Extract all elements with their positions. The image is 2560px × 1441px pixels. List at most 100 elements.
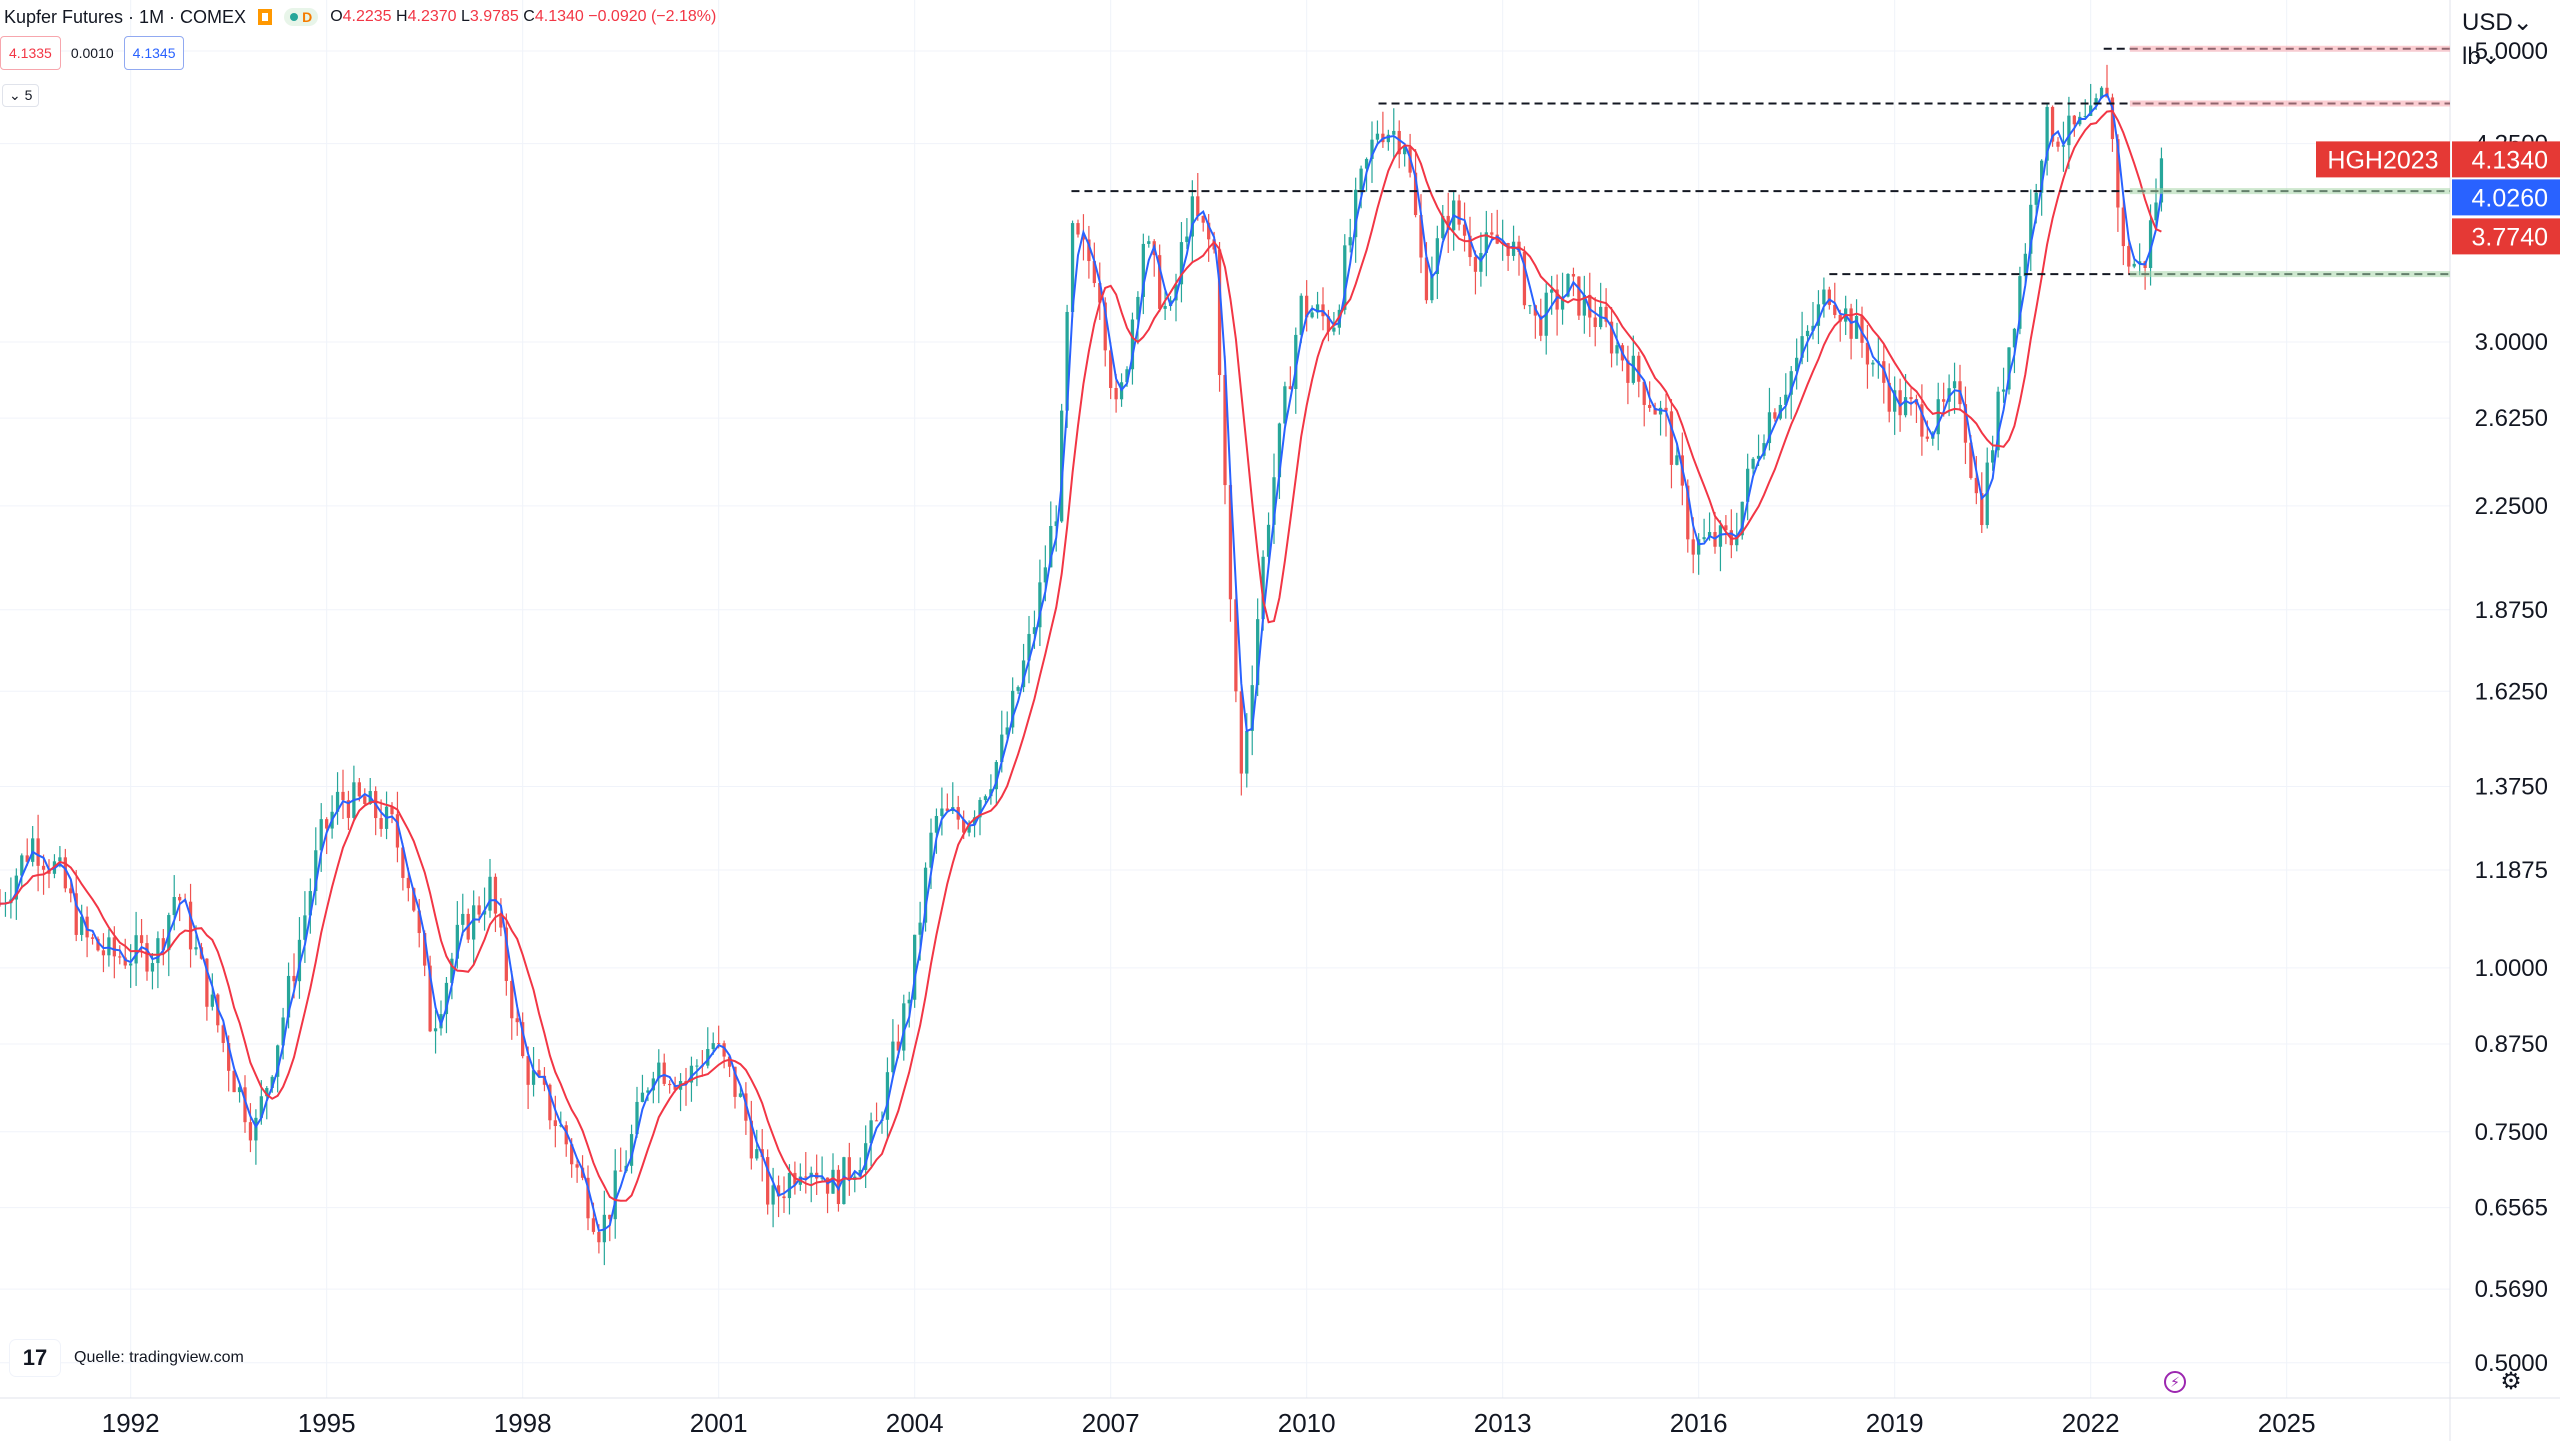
candle-body xyxy=(1158,255,1162,309)
candle-body xyxy=(145,943,149,972)
candle-body xyxy=(1305,295,1309,318)
candle-body xyxy=(864,1143,868,1170)
candle-body xyxy=(161,938,165,951)
candle-body xyxy=(1277,423,1282,478)
candle-body xyxy=(63,857,67,889)
sell-button[interactable]: 4.1335 xyxy=(0,36,61,70)
candle-body xyxy=(1653,407,1657,415)
candle-body xyxy=(1130,319,1135,370)
open-label: O xyxy=(330,8,343,25)
candle-body xyxy=(2099,87,2104,99)
candle-body xyxy=(1740,501,1744,536)
candle-body xyxy=(531,1070,536,1085)
candle-body xyxy=(1288,386,1292,389)
candle-body xyxy=(1441,215,1445,239)
candle-body xyxy=(227,1042,231,1071)
candle-body xyxy=(787,1172,792,1199)
candle-body xyxy=(112,937,116,957)
candle-body xyxy=(1898,390,1902,416)
x-tick-label: 2010 xyxy=(1278,1408,1336,1438)
candle-body xyxy=(25,855,29,862)
candle-body xyxy=(662,1062,666,1084)
candle-body xyxy=(1577,276,1581,316)
candle-body xyxy=(591,1218,596,1232)
candle-body xyxy=(36,838,40,866)
candle-body xyxy=(1675,455,1679,465)
candle-body xyxy=(1789,371,1793,395)
candle-body xyxy=(1550,289,1554,293)
candle-body xyxy=(194,947,198,950)
lightning-icon[interactable]: ⚡ xyxy=(2164,1371,2186,1393)
candle-body xyxy=(2127,246,2131,267)
candle-body xyxy=(1272,477,1276,525)
candle-body xyxy=(2083,115,2087,117)
unit-label[interactable]: lb⌄ xyxy=(2462,43,2501,70)
candle-body xyxy=(1163,306,1167,309)
candle-body xyxy=(994,762,998,790)
candle-body xyxy=(586,1177,590,1219)
candle-body xyxy=(1103,302,1107,351)
tradingview-logo[interactable]: 17 xyxy=(10,1340,60,1376)
candle-body xyxy=(1588,294,1592,318)
candle-body xyxy=(2040,160,2044,193)
source-note: 17 Quelle: tradingview.com xyxy=(10,1340,244,1376)
candle-body xyxy=(1049,525,1053,568)
candle-body xyxy=(1484,232,1488,253)
y-tick-label: 1.8750 xyxy=(2475,597,2548,624)
candle-body xyxy=(90,937,95,939)
buy-button[interactable]: 4.1345 xyxy=(123,36,185,70)
candle-body xyxy=(379,818,383,829)
candle-body xyxy=(439,1014,443,1029)
candle-body xyxy=(1528,305,1532,307)
candle-body xyxy=(1724,525,1728,531)
candle-body xyxy=(390,806,394,815)
currency-label[interactable]: USD⌄ xyxy=(2462,9,2533,36)
currency-unit-selector[interactable]: USD⌄ lb⌄ xyxy=(2462,6,2533,74)
candle-body xyxy=(1909,397,1913,400)
candle-body xyxy=(1359,168,1363,190)
candle-body xyxy=(1250,685,1254,731)
candle-body xyxy=(488,876,492,911)
candle-body xyxy=(689,1065,694,1083)
candle-body xyxy=(1256,619,1260,686)
candle-body xyxy=(1707,532,1712,538)
candle-body xyxy=(619,1170,623,1172)
candle-body xyxy=(2116,139,2120,208)
candle-body xyxy=(1109,350,1113,388)
candle-body xyxy=(1718,525,1723,547)
candle-body xyxy=(1887,382,1891,412)
candle-body xyxy=(461,913,465,925)
candle-body xyxy=(1860,316,1864,343)
flag-icon[interactable] xyxy=(258,9,273,25)
candle-body xyxy=(1691,539,1695,555)
candle-body xyxy=(2105,87,2109,98)
y-tick-label: 0.5000 xyxy=(2475,1350,2548,1377)
symbol-title[interactable]: Kupfer Futures · 1M · COMEX xyxy=(4,6,247,27)
candle-body xyxy=(1403,147,1407,155)
candle-body xyxy=(717,1043,721,1045)
candle-body xyxy=(455,924,459,959)
x-tick-label: 2025 xyxy=(2258,1408,2316,1438)
candle-body xyxy=(450,958,454,983)
candle-body xyxy=(1854,316,1859,339)
candle-body xyxy=(1011,690,1015,728)
candle-body xyxy=(1816,304,1821,326)
candle-body xyxy=(221,1025,225,1043)
settings-icon[interactable]: ⚙ xyxy=(2500,1367,2522,1395)
level-zone xyxy=(2129,100,2450,107)
candle-body xyxy=(2012,328,2017,348)
candle-body xyxy=(548,1084,552,1121)
candle-body xyxy=(1784,394,1788,405)
candle-body xyxy=(14,875,18,900)
candle-body xyxy=(1228,485,1233,600)
candle-body xyxy=(1773,412,1777,419)
candle-body xyxy=(1925,436,1929,439)
candle-body xyxy=(297,939,302,982)
indicator-toggle-button[interactable]: ⌄ 5 xyxy=(2,84,40,107)
candle-body xyxy=(303,915,307,940)
candle-body xyxy=(482,910,487,915)
market-status-badge[interactable]: D xyxy=(284,8,319,26)
trade-buttons: 4.1335 0.0010 4.1345 xyxy=(0,36,185,70)
candle-body xyxy=(1963,404,1968,443)
